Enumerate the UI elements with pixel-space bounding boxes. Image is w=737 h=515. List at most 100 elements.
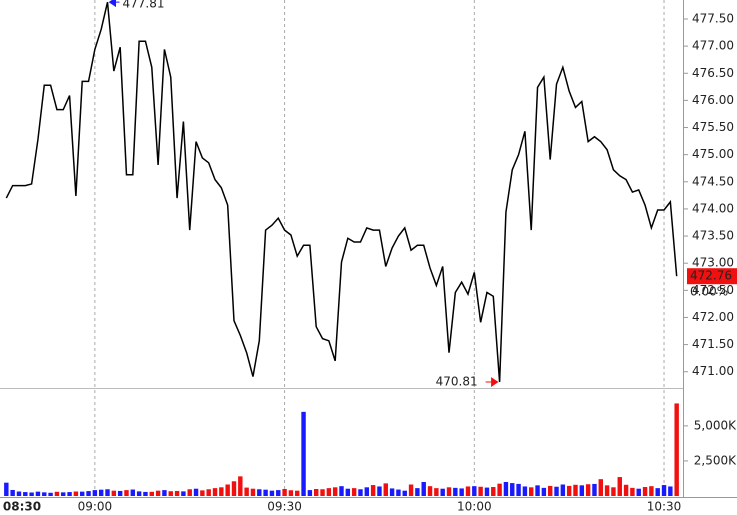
volume-bar	[649, 486, 654, 496]
volume-bar	[484, 487, 490, 496]
volume-bar	[219, 487, 224, 496]
volume-bar	[313, 488, 319, 496]
y-tick-label: 477.50	[692, 11, 734, 25]
volume-bar	[67, 492, 72, 496]
volume-bar	[630, 487, 635, 496]
volume-bar	[585, 484, 591, 496]
volume-bar	[326, 488, 332, 496]
last-price-label: 472.76	[690, 269, 732, 283]
volume-bar	[579, 485, 585, 496]
low-label: 470.81	[436, 375, 478, 389]
volume-bar	[535, 485, 540, 496]
y-tick-label: 475.00	[692, 147, 734, 161]
volume-bar	[472, 486, 477, 496]
volume-bar	[98, 489, 104, 496]
volume-bar	[162, 490, 167, 496]
volume-bar	[29, 492, 34, 496]
volume-bar	[79, 491, 85, 496]
volume-bar	[598, 479, 604, 496]
volume-bar	[136, 491, 142, 496]
x-tick-label: 09:00	[78, 500, 113, 514]
volume-bar	[497, 483, 502, 496]
volume-bar	[4, 482, 9, 496]
volume-bar	[370, 485, 376, 496]
volume-bar	[61, 492, 66, 496]
y-tick-label: 476.00	[692, 93, 734, 107]
volume-bar	[48, 492, 53, 496]
volume-bar	[573, 484, 578, 496]
y-tick-label: 473.00	[692, 256, 734, 270]
volume-bar	[351, 488, 357, 496]
volume-bar	[592, 483, 597, 496]
volume-bar	[295, 490, 300, 496]
volume-bar	[623, 484, 629, 496]
high-arrow	[108, 0, 120, 8]
volume-bar	[288, 490, 294, 496]
volume-bar	[459, 488, 464, 496]
volume-bar	[200, 490, 205, 496]
volume-bar	[73, 491, 79, 496]
price-line	[5, 1, 678, 383]
high-label: 477.81	[123, 0, 165, 11]
volume-bar	[332, 487, 338, 496]
volume-bar	[491, 487, 496, 496]
y-tick-label: 477.00	[692, 39, 734, 53]
volume-bar	[282, 488, 287, 496]
volume-bar	[541, 487, 547, 496]
volume-bar	[238, 476, 243, 496]
volume-bar	[263, 489, 268, 496]
volume-bar	[516, 483, 521, 496]
volume-bar	[617, 477, 622, 496]
volume-bar	[225, 484, 230, 496]
volume-bar	[529, 487, 534, 496]
last-price-box	[687, 268, 737, 285]
x-tick-label: 09:30	[267, 500, 302, 514]
x-tick-label: 08:30	[3, 500, 41, 514]
volume-bar	[503, 481, 509, 496]
volume-bar	[383, 483, 388, 496]
volume-bar	[421, 481, 426, 496]
volume-bar	[117, 490, 123, 496]
volume-bar	[250, 488, 256, 496]
volume-bar	[339, 486, 344, 496]
volume-bar	[408, 484, 414, 496]
volume-bar	[377, 486, 382, 496]
volume-bar	[187, 489, 192, 496]
volume-bar	[231, 481, 237, 496]
volume-bar	[10, 489, 15, 496]
volume-bar	[193, 488, 199, 496]
volume-bar	[560, 484, 566, 496]
x-tick-label: 10:00	[457, 500, 492, 514]
volume-bar	[276, 490, 281, 496]
volume-bar	[16, 491, 22, 496]
volume-bar	[92, 490, 98, 496]
volume-bar	[396, 489, 401, 496]
volume-y-tick-label: 5,000K	[694, 418, 737, 432]
volume-bar	[149, 491, 154, 496]
volume-bar	[206, 489, 211, 496]
volume-bar	[402, 490, 407, 496]
volume-bar	[212, 488, 218, 496]
volume-bar	[465, 486, 471, 496]
volume-bar	[522, 486, 528, 496]
y-tick-label: 472.00	[692, 310, 734, 324]
volume-bar	[510, 483, 515, 496]
y-tick-label: 472.50	[692, 283, 734, 297]
y-tick-label: 473.50	[692, 229, 734, 243]
volume-bar	[554, 486, 559, 496]
volume-bar	[35, 491, 41, 496]
change-label: 0.00%	[690, 285, 728, 299]
volume-bar	[427, 486, 433, 496]
y-tick-label: 476.50	[692, 66, 734, 80]
volume-bar	[655, 488, 660, 496]
volume-bar	[674, 403, 679, 496]
y-tick-label: 471.50	[692, 337, 734, 351]
volume-bar	[389, 488, 395, 496]
y-tick-label: 474.50	[692, 174, 734, 188]
volume-bar	[307, 490, 313, 496]
volume-bar	[566, 485, 572, 496]
volume-bar	[111, 490, 117, 496]
x-tick-label: 10:30	[647, 500, 682, 514]
volume-bar	[446, 487, 452, 496]
